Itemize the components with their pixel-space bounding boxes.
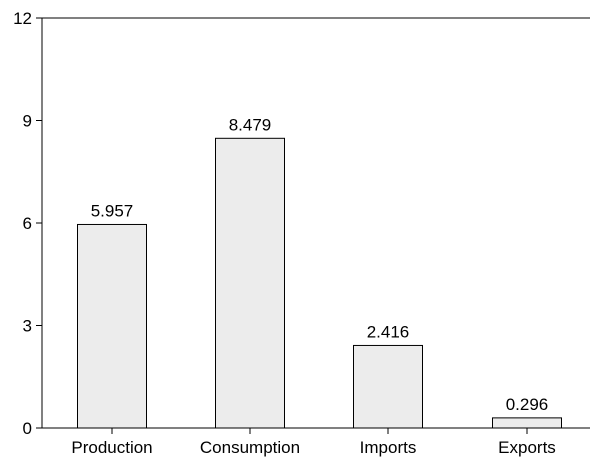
y-tick-label: 9: [23, 112, 32, 131]
y-tick-label: 12: [13, 9, 32, 28]
bar-production: [77, 223, 147, 429]
bar-value-labels: 5.957 8.479 2.416 0.296: [91, 115, 549, 414]
y-tick-label: 6: [23, 214, 32, 233]
bar-value-label: 5.957: [91, 201, 134, 220]
bar-consumption: [215, 137, 285, 429]
bar-exports: [492, 417, 562, 429]
x-category-label: Exports: [498, 438, 556, 457]
bar-value-label: 8.479: [229, 115, 272, 134]
bar-imports: [353, 344, 423, 429]
bars: [77, 137, 562, 429]
y-tick-label: 0: [23, 419, 32, 438]
y-tick-label: 3: [23, 317, 32, 336]
bar-value-label: 0.296: [506, 395, 549, 414]
x-category-label: Production: [71, 438, 152, 457]
bar-value-label: 2.416: [367, 322, 410, 341]
x-category-label: Imports: [360, 438, 417, 457]
y-axis-ticks: 0 3 6 9 12: [13, 9, 42, 438]
x-axis-category-labels: Production Consumption Imports Exports: [71, 428, 556, 457]
x-category-label: Consumption: [200, 438, 300, 457]
